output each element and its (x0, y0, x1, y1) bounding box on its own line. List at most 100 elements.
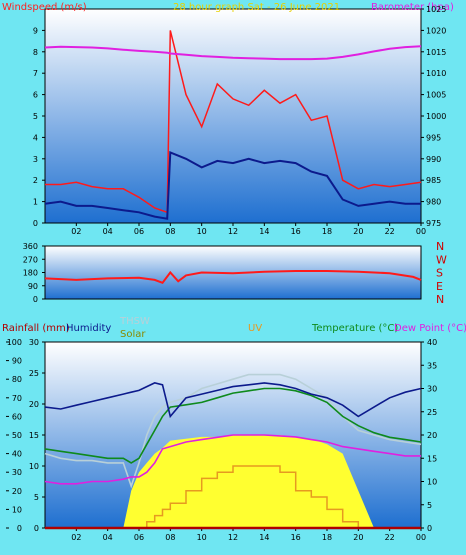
humidity-y-tick-label: 100 (7, 338, 22, 347)
bottom-x-tick-label: 08 (165, 533, 175, 542)
direction-y-tick-label: 180 (23, 269, 38, 278)
bottom-x-tick-label: 16 (291, 533, 301, 542)
bottom-x-axis: 02 04 06 08 10 12 14 16 18 20 22 00 (71, 528, 426, 542)
solar-label: Solar (120, 329, 146, 340)
rain-y-axis: 0 5 10 15 20 25 30 (29, 338, 45, 533)
series-direction (44, 270, 422, 284)
wind-y-tick-label: 5 (33, 112, 38, 121)
baro-y-axis: 975 980 985 990 995 1000 1005 1010 1015 1020 1025 (421, 5, 446, 228)
temp-y-tick-label: 25 (427, 408, 437, 417)
direction-y-tick-label: 90 (28, 282, 38, 291)
wind-x-tick-label: 04 (103, 227, 113, 236)
wind-ylabel: Windspeed (m/s) (2, 2, 87, 13)
compass-label: N (436, 240, 444, 253)
baro-y-tick-label: 1015 (426, 48, 446, 57)
temp-label: Temperature (°C) (311, 323, 398, 334)
series-temperature (44, 387, 422, 464)
humidity-y-tick-label: 10 (12, 505, 22, 514)
temp-y-tick-label: 5 (427, 501, 432, 510)
series-gust (45, 30, 422, 214)
temp-y-tick-label: 15 (427, 454, 437, 463)
rain-label: Rainfall (mm) (2, 323, 70, 334)
humidity-y-tick-label: 20 (12, 487, 22, 496)
rain-y-tick-label: 30 (29, 338, 39, 347)
rain-y-tick-label: 10 (29, 462, 39, 471)
wind-x-axis: 02 04 06 08 10 12 14 16 18 20 22 00 (71, 223, 426, 236)
baro-y-tick-label: 995 (426, 133, 441, 142)
direction-y-tick-label: 270 (23, 255, 38, 264)
bottom-x-tick-label: 06 (134, 533, 144, 542)
series-humidity (44, 382, 422, 419)
bottom-x-tick-label: 14 (259, 533, 269, 542)
baro-y-tick-label: 1010 (426, 69, 446, 78)
bottom-x-tick-label: 22 (385, 533, 395, 542)
compass-label: N (436, 293, 444, 306)
wind-x-tick-label: 14 (259, 227, 269, 236)
humidity-y-tick-label: 40 (12, 450, 22, 459)
humidity-y-tick-label: 30 (12, 468, 22, 477)
wind-x-tick-label: 08 (165, 227, 175, 236)
baro-y-tick-label: 1020 (426, 26, 446, 35)
wind-y-tick-label: 3 (33, 155, 38, 164)
temp-y-tick-label: 10 (427, 478, 437, 487)
wind-y-tick-label: 2 (33, 176, 38, 185)
bottom-x-tick-label: 04 (103, 533, 113, 542)
direction-y-tick-label: 360 (23, 242, 38, 251)
wind-series (44, 30, 422, 220)
direction-y-axis: 0 90 180 270 360 (23, 242, 45, 304)
series-thsw (44, 373, 422, 489)
bottom-x-tick-label: 12 (228, 533, 238, 542)
baro-ylabel: Barometer (hpa) (371, 2, 454, 13)
temp-y-tick-label: 35 (427, 361, 437, 370)
humidity-y-tick-label: 0 (17, 524, 22, 533)
rain-y-tick-label: 25 (29, 369, 39, 378)
wind-y-tick-label: 1 (33, 198, 38, 207)
humidity-y-tick-label: 50 (12, 431, 22, 440)
baro-y-tick-label: 975 (426, 219, 441, 228)
bottom-x-tick-label: 18 (322, 533, 332, 542)
baro-y-tick-label: 985 (426, 176, 441, 185)
bottom-x-tick-label: 20 (353, 533, 363, 542)
temp-y-tick-label: 0 (427, 524, 432, 533)
humidity-y-tick-label: 90 (12, 357, 22, 366)
temp-y-tick-label: 20 (427, 431, 437, 440)
baro-y-tick-label: 980 (426, 198, 441, 207)
temp-y-axis: 0 5 10 15 20 25 30 35 40 (421, 338, 437, 533)
wind-plot-area (44, 8, 422, 224)
series-dew_point (44, 434, 421, 485)
wind-x-tick-label: 02 (71, 227, 81, 236)
humidity-y-tick-label: 60 (12, 412, 22, 421)
direction-series (44, 270, 422, 284)
rain-y-tick-label: 20 (29, 400, 39, 409)
wind-x-tick-label: 18 (322, 227, 332, 236)
thsw-label: THSW (119, 316, 150, 327)
humidity-y-tick-label: 70 (12, 394, 22, 403)
rain-y-tick-label: 0 (34, 524, 39, 533)
wind-y-tick-label: 0 (33, 219, 38, 228)
humidity-y-axis: 0 10 20 30 40 50 60 70 80 90 100 (6, 338, 22, 533)
wind-y-tick-label: 8 (33, 48, 38, 57)
direction-y-tick-label: 0 (33, 295, 38, 304)
bottom-x-tick-label: 10 (197, 533, 207, 542)
uv-label: UV (248, 323, 262, 334)
rain-y-tick-label: 5 (34, 493, 39, 502)
chart-title: 28 hour graph Sat - 26 June 2021 (173, 2, 340, 13)
wind-x-tick-label: 00 (416, 227, 426, 236)
wind-y-axis: 0 1 2 3 4 5 6 7 8 9 (33, 26, 45, 228)
wind-x-tick-label: 10 (197, 227, 207, 236)
wind-y-tick-label: 6 (33, 91, 38, 100)
bottom-series (44, 373, 422, 530)
temp-y-tick-label: 40 (427, 338, 437, 347)
compass-label: E (436, 280, 443, 293)
humidity-label: Humidity (66, 323, 111, 334)
temp-y-tick-label: 30 (427, 385, 437, 394)
wind-x-tick-label: 12 (228, 227, 238, 236)
bottom-x-tick-label: 02 (71, 533, 81, 542)
wind-y-tick-label: 4 (33, 133, 38, 142)
compass-label: W (436, 253, 447, 266)
wind-y-tick-label: 9 (33, 26, 38, 35)
series-average (44, 150, 421, 220)
wind-x-tick-label: 06 (134, 227, 144, 236)
series-barometer (44, 45, 422, 61)
